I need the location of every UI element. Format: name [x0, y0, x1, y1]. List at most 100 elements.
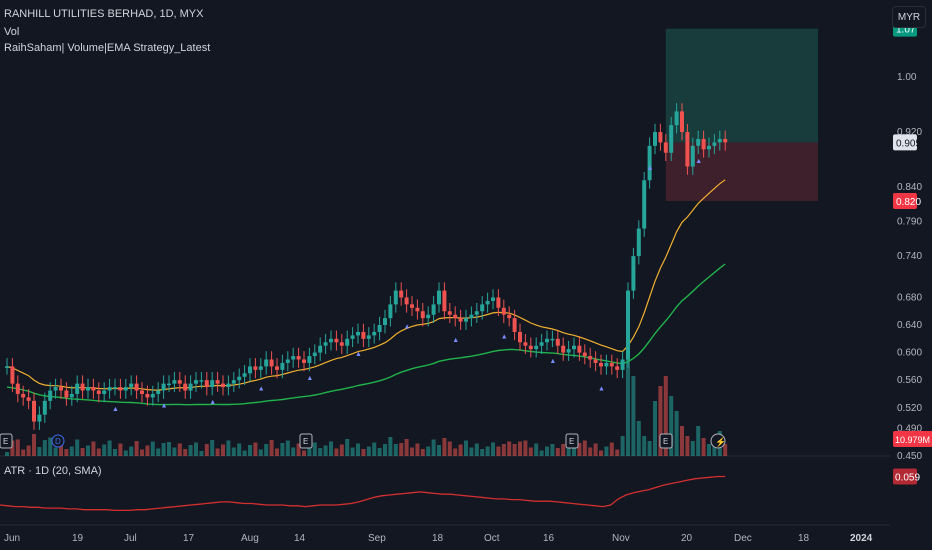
volume-bar	[96, 448, 101, 456]
candle-body	[674, 111, 679, 126]
volume-bar	[48, 437, 53, 456]
volume-bar	[226, 440, 231, 456]
candle-body	[620, 359, 625, 370]
candle-body	[318, 345, 323, 353]
volume-bar	[604, 446, 609, 456]
volume-bar	[356, 443, 360, 456]
volume-bar	[15, 439, 20, 456]
candle-body	[464, 318, 468, 322]
volume-bar	[447, 441, 452, 456]
volume-bar	[248, 445, 252, 456]
candle-body	[404, 297, 409, 305]
volume-bar	[550, 444, 555, 456]
earnings-marker[interactable]	[0, 433, 13, 449]
volume-bar	[59, 443, 63, 456]
volume-bar	[237, 443, 242, 456]
candle-body	[491, 297, 495, 301]
dividend-marker[interactable]	[51, 434, 65, 448]
earnings-marker[interactable]	[565, 433, 579, 449]
candle-body	[280, 362, 285, 370]
candle-body	[507, 314, 512, 319]
price-label-text: 1.07	[896, 25, 916, 36]
y-tick-label: 0.920	[897, 127, 922, 138]
signal-marker: ▲	[598, 385, 605, 392]
ema-slow-line	[6, 263, 726, 406]
volume-bar	[183, 449, 188, 456]
earnings-marker-label: E	[303, 437, 308, 446]
candle-body	[285, 359, 290, 363]
volume-bar	[302, 450, 306, 456]
candle-body	[156, 390, 161, 394]
volume-bar	[339, 444, 344, 456]
candle-body	[215, 380, 220, 384]
volume-bar	[123, 450, 128, 456]
candle-body	[609, 362, 614, 367]
earnings-marker-label: E	[3, 437, 8, 446]
atr-legend: ATR · 1D (20, SMA)	[4, 465, 102, 477]
volume-bar	[399, 443, 404, 456]
candle-body	[366, 335, 371, 339]
volume-bar	[566, 441, 571, 456]
candle-body	[204, 380, 209, 388]
volume-last-label: 10.979M	[895, 435, 930, 445]
volume-bar	[512, 444, 517, 456]
volume-bar	[172, 447, 177, 456]
signal-marker: ▲	[501, 334, 508, 341]
candle-body	[663, 142, 668, 153]
volume-bar	[631, 376, 636, 456]
candle-body	[75, 383, 80, 394]
candle-body	[210, 380, 215, 388]
volume-bar	[491, 442, 495, 456]
volume-bar	[410, 447, 414, 456]
candle-body	[199, 380, 204, 382]
candle-body	[80, 383, 85, 391]
volume-bar	[496, 446, 501, 456]
candle-body	[588, 356, 593, 360]
candle-body	[42, 400, 47, 415]
candle-body	[161, 383, 166, 391]
volume-bar	[647, 441, 652, 456]
candle-body	[323, 342, 328, 346]
volume-bar	[426, 446, 431, 456]
candle-body	[685, 132, 690, 167]
volume-last-box	[893, 431, 932, 447]
candle-body	[15, 383, 20, 394]
candle-body	[113, 387, 117, 389]
candle-body	[123, 387, 128, 391]
volume-bar	[307, 445, 312, 456]
candle-body	[615, 366, 620, 370]
candle-body	[361, 331, 366, 339]
earnings-marker[interactable]	[659, 433, 673, 449]
y-tick-label: 1.00	[897, 72, 917, 83]
news-marker[interactable]	[710, 433, 726, 449]
volume-bar	[156, 448, 161, 456]
signal-marker: ▲	[355, 351, 362, 358]
volume-bar	[620, 436, 625, 456]
candle-body	[102, 390, 107, 394]
candle-body	[231, 380, 236, 384]
x-tick-label: 18	[798, 533, 810, 544]
currency-button[interactable]: MYR	[892, 6, 926, 28]
earnings-marker-label: E	[663, 437, 668, 446]
candle-body	[518, 331, 522, 343]
candle-body	[221, 383, 225, 388]
earnings-marker[interactable]	[299, 433, 313, 449]
volume-bar	[501, 444, 506, 456]
volume-bar	[161, 443, 166, 456]
volume-bar	[42, 440, 47, 456]
y-tick-label: 0.490	[897, 423, 922, 434]
candle-body	[296, 356, 301, 360]
candle-body	[107, 387, 112, 391]
candle-body	[653, 132, 657, 146]
volume-bar	[204, 444, 209, 456]
signal-marker: ▲	[695, 158, 702, 165]
volume-bar	[701, 438, 706, 456]
candle-body	[647, 145, 652, 181]
dividend-marker-label: D	[55, 437, 61, 446]
x-tick-label: 20	[681, 533, 693, 544]
volume-bar	[669, 396, 674, 456]
target-zone	[665, 28, 818, 143]
x-tick-label: Dec	[734, 533, 752, 544]
